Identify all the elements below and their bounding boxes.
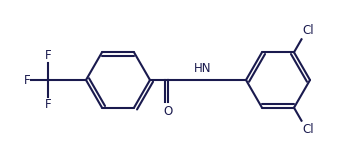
Text: Cl: Cl	[303, 123, 314, 136]
Text: HN: HN	[194, 62, 212, 75]
Text: F: F	[23, 73, 30, 87]
Text: F: F	[45, 98, 51, 111]
Text: O: O	[163, 105, 173, 118]
Text: F: F	[45, 49, 51, 62]
Text: Cl: Cl	[303, 24, 314, 37]
